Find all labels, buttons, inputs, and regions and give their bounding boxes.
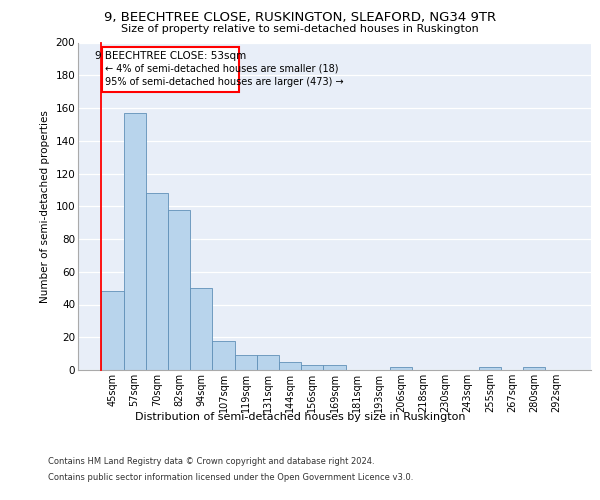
Bar — [257, 356, 279, 370]
Bar — [101, 292, 124, 370]
Bar — [168, 210, 190, 370]
Text: Size of property relative to semi-detached houses in Ruskington: Size of property relative to semi-detach… — [121, 24, 479, 34]
Text: Contains public sector information licensed under the Open Government Licence v3: Contains public sector information licen… — [48, 472, 413, 482]
Bar — [279, 362, 301, 370]
FancyBboxPatch shape — [102, 48, 239, 92]
Text: 9 BEECHTREE CLOSE: 53sqm: 9 BEECHTREE CLOSE: 53sqm — [95, 50, 246, 60]
Bar — [479, 366, 501, 370]
Bar — [523, 366, 545, 370]
Bar — [323, 365, 346, 370]
Bar — [124, 113, 146, 370]
Text: Distribution of semi-detached houses by size in Ruskington: Distribution of semi-detached houses by … — [135, 412, 465, 422]
Text: 95% of semi-detached houses are larger (473) →: 95% of semi-detached houses are larger (… — [105, 77, 344, 87]
Bar — [190, 288, 212, 370]
Text: 9, BEECHTREE CLOSE, RUSKINGTON, SLEAFORD, NG34 9TR: 9, BEECHTREE CLOSE, RUSKINGTON, SLEAFORD… — [104, 11, 496, 24]
Text: ← 4% of semi-detached houses are smaller (18): ← 4% of semi-detached houses are smaller… — [105, 64, 338, 74]
Bar — [235, 356, 257, 370]
Bar — [146, 193, 168, 370]
Bar — [301, 365, 323, 370]
Bar — [212, 340, 235, 370]
Text: Contains HM Land Registry data © Crown copyright and database right 2024.: Contains HM Land Registry data © Crown c… — [48, 458, 374, 466]
Y-axis label: Number of semi-detached properties: Number of semi-detached properties — [40, 110, 50, 302]
Bar — [390, 366, 412, 370]
